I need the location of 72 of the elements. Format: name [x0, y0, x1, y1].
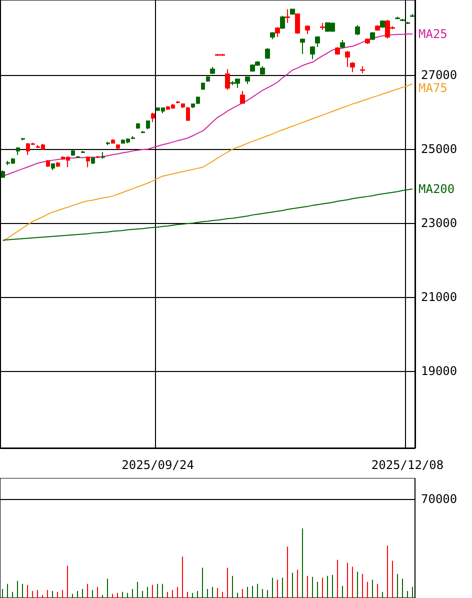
candlestick	[51, 163, 55, 171]
candlestick	[225, 68, 230, 90]
candlestick	[46, 160, 50, 168]
candlestick	[1, 170, 5, 178]
candlestick	[151, 112, 155, 123]
candlestick	[206, 76, 210, 82]
candlestick	[81, 150, 85, 154]
candlestick	[365, 38, 370, 45]
candlestick	[210, 66, 215, 74]
candlestick	[141, 130, 145, 134]
candlestick	[305, 25, 310, 35]
candlestick	[400, 18, 405, 22]
candlestick	[181, 102, 185, 109]
series-label: MA25	[418, 27, 448, 42]
candlestick	[196, 96, 200, 104]
candlestick	[310, 46, 315, 60]
y-tick-label: 19000	[421, 364, 458, 378]
candlestick	[410, 14, 415, 18]
candlestick	[86, 156, 90, 168]
candlestick	[295, 12, 300, 35]
candlestick	[96, 156, 100, 158]
series-label: MA75	[418, 81, 448, 96]
y-tick-label: 25000	[421, 142, 458, 156]
candlestick	[300, 38, 305, 55]
candlestick	[146, 120, 150, 130]
candlestick	[355, 24, 360, 36]
candlestick	[116, 144, 120, 150]
candlestick	[380, 20, 385, 28]
candlestick	[56, 162, 60, 168]
candlestick	[345, 50, 350, 68]
candlestick	[176, 100, 180, 104]
candlestick	[370, 32, 375, 40]
candlestick	[260, 66, 265, 76]
candlestick	[76, 156, 80, 158]
candlestick	[91, 157, 95, 164]
candlestick	[375, 24, 380, 32]
candlestick	[245, 76, 250, 84]
candlestick	[280, 15, 285, 30]
line-series	[2, 83, 414, 242]
candlestick	[350, 62, 355, 73]
series-label: MA200	[418, 182, 455, 196]
candlestick	[290, 8, 295, 16]
candlestick	[136, 122, 140, 130]
candlestick	[285, 8, 290, 24]
candlestick	[320, 22, 325, 30]
candlestick	[405, 21, 410, 25]
line-series	[2, 34, 414, 177]
y-tick-label: 21000	[421, 290, 458, 304]
candlestick	[16, 146, 20, 156]
y-tick-label: 70000	[421, 492, 458, 506]
candlestick	[21, 137, 25, 141]
candlestick	[201, 82, 205, 90]
candlestick	[71, 150, 75, 156]
candlestick	[191, 103, 195, 109]
candlestick	[106, 141, 110, 146]
candlestick	[101, 152, 105, 160]
candlestick	[265, 48, 270, 60]
candlestick	[186, 106, 190, 122]
candlestick	[315, 36, 320, 48]
candlestick	[335, 46, 340, 56]
x-tick-label: 2025/12/08	[371, 458, 444, 472]
x-tick-label: 2025/09/24	[122, 458, 194, 472]
line-series	[2, 188, 414, 241]
candlestick	[111, 138, 115, 144]
candlestick	[270, 32, 275, 40]
candlestick	[240, 90, 245, 104]
candlestick	[395, 16, 400, 20]
y-tick-label: 23000	[421, 216, 458, 230]
candlestick	[340, 39, 345, 49]
candlestick	[275, 26, 280, 38]
candlestick	[360, 66, 365, 74]
y-tick-label: 27000	[421, 68, 458, 82]
